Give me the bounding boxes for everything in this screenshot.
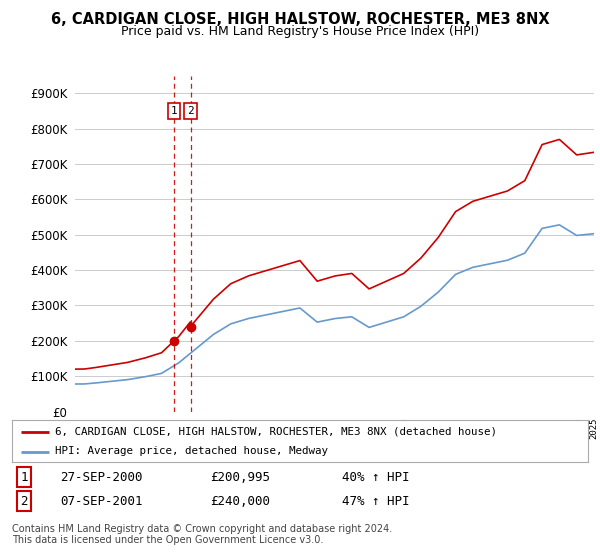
Text: 07-SEP-2001: 07-SEP-2001 <box>60 494 143 508</box>
Text: 1: 1 <box>171 106 178 116</box>
Text: 2: 2 <box>20 494 28 508</box>
Text: 6, CARDIGAN CLOSE, HIGH HALSTOW, ROCHESTER, ME3 8NX (detached house): 6, CARDIGAN CLOSE, HIGH HALSTOW, ROCHEST… <box>55 427 497 437</box>
Text: 40% ↑ HPI: 40% ↑ HPI <box>342 470 409 484</box>
Text: 2: 2 <box>187 106 194 116</box>
Text: 47% ↑ HPI: 47% ↑ HPI <box>342 494 409 508</box>
Text: £200,995: £200,995 <box>210 470 270 484</box>
Text: 27-SEP-2000: 27-SEP-2000 <box>60 470 143 484</box>
Text: Contains HM Land Registry data © Crown copyright and database right 2024.
This d: Contains HM Land Registry data © Crown c… <box>12 524 392 545</box>
Text: 6, CARDIGAN CLOSE, HIGH HALSTOW, ROCHESTER, ME3 8NX: 6, CARDIGAN CLOSE, HIGH HALSTOW, ROCHEST… <box>50 12 550 27</box>
Text: Price paid vs. HM Land Registry's House Price Index (HPI): Price paid vs. HM Land Registry's House … <box>121 25 479 38</box>
Text: 1: 1 <box>20 470 28 484</box>
Text: £240,000: £240,000 <box>210 494 270 508</box>
Text: HPI: Average price, detached house, Medway: HPI: Average price, detached house, Medw… <box>55 446 328 456</box>
